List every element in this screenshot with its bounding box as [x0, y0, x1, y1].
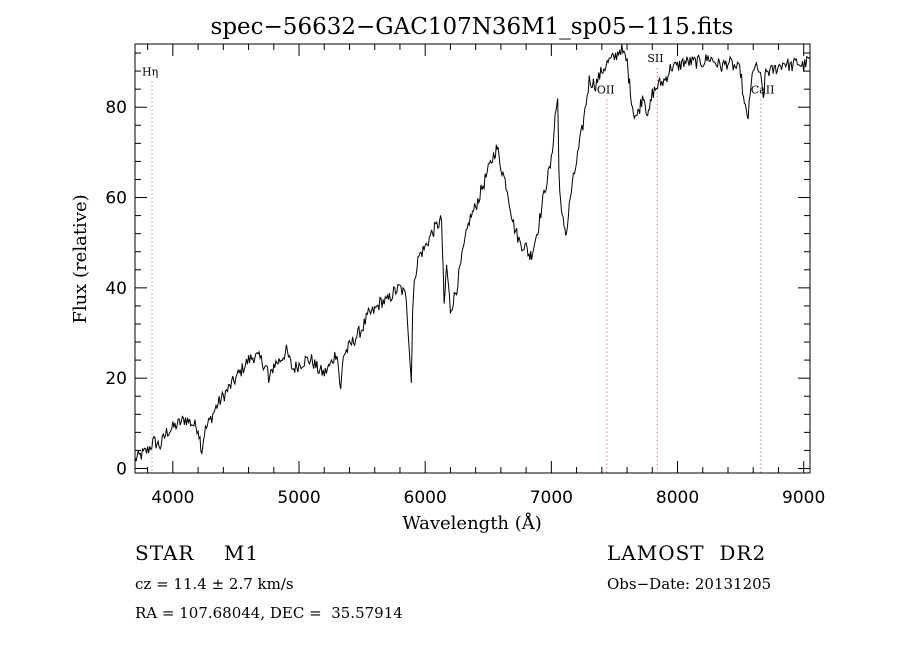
- x-axis-label: Wavelength (Å): [402, 512, 542, 534]
- plot-frame: [134, 43, 811, 474]
- x-tick-label: 5000: [277, 488, 320, 508]
- y-tick-label: 60: [105, 189, 127, 209]
- survey-release: LAMOST DR2: [607, 541, 767, 565]
- x-tick-label: 9000: [782, 488, 825, 508]
- line-marker-label: SII: [647, 52, 663, 65]
- y-tick-label: 20: [105, 369, 127, 389]
- y-tick-label: 40: [105, 279, 127, 299]
- x-tick-label: 6000: [404, 488, 447, 508]
- line-marker-label: OII: [597, 84, 615, 97]
- redshift-value: cz = 11.4 ± 2.7 km/s: [135, 575, 294, 593]
- y-axis-label: Flux (relative): [70, 194, 91, 323]
- spectrum-line: [134, 44, 811, 462]
- object-class: STAR M1: [135, 541, 260, 565]
- axis-ticks: 4000 5000 6000 7000 8000 9000 0 20 40 60 80: [105, 44, 825, 508]
- observation-date: Obs−Date: 20131205: [607, 575, 772, 593]
- x-tick-label: 4000: [151, 488, 194, 508]
- y-tick-label: 0: [116, 459, 127, 479]
- line-marker-label: Hη: [142, 66, 158, 79]
- chart-title: spec−56632−GAC107N36M1_sp05−115.fits: [211, 14, 734, 40]
- x-tick-label: 7000: [530, 488, 573, 508]
- y-tick-label: 80: [105, 98, 127, 118]
- coordinates: RA = 107.68044, DEC = 35.57914: [135, 604, 403, 622]
- spectrum-chart: spec−56632−GAC107N36M1_sp05−115.fits 400…: [70, 14, 825, 534]
- x-tick-label: 8000: [656, 488, 699, 508]
